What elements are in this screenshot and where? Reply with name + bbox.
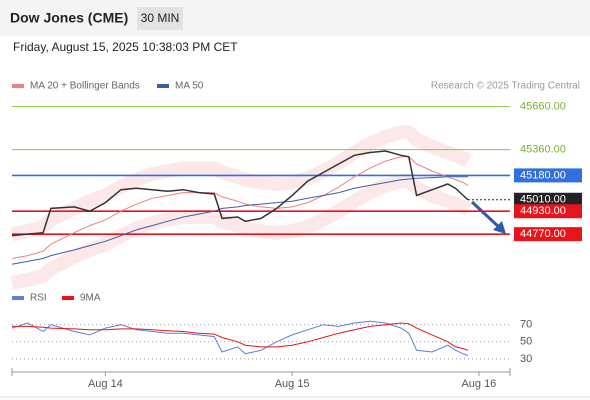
x-tick-label: Aug 14 — [88, 378, 123, 390]
y-tick-label: 50 — [520, 336, 532, 348]
legend-label: 9MA — [80, 293, 101, 304]
price-line — [11, 150, 469, 237]
y-tick-label: 30 — [520, 353, 532, 365]
level-label: 45660.00 — [520, 101, 566, 113]
level-label: 45010.00 — [520, 194, 566, 206]
legend-swatch — [12, 296, 24, 300]
legend-label: RSI — [30, 293, 47, 304]
ma20-line — [11, 156, 469, 259]
legend-swatch — [62, 296, 74, 300]
bollinger-band — [10, 174, 472, 290]
datetime: Friday, August 15, 2025 10:38:03 PM CET — [13, 40, 238, 54]
level-label-box — [514, 168, 582, 183]
forecast-arrowhead — [493, 221, 506, 234]
bollinger-band — [10, 125, 472, 241]
level-label: 45180.00 — [520, 169, 566, 181]
level-label: 45360.00 — [520, 144, 566, 156]
level-label-box — [514, 204, 582, 219]
forecast-arrow — [470, 200, 502, 230]
credit: Research © 2025 Trading Central — [431, 81, 580, 92]
legend-label: MA 50 — [175, 81, 204, 92]
level-label: 44770.00 — [520, 228, 566, 240]
level-label-box — [514, 192, 582, 207]
y-tick-label: 70 — [520, 319, 532, 331]
rsi-line — [11, 320, 469, 356]
timeframe-box — [137, 7, 183, 30]
header-bar — [0, 0, 590, 36]
x-tick-label: Aug 16 — [461, 378, 496, 390]
ma9-line — [12, 322, 469, 351]
legend-label: MA 20 + Bollinger Bands — [30, 81, 140, 92]
legend-swatch — [12, 84, 24, 88]
x-tick-label: Aug 15 — [275, 378, 310, 390]
title: Dow Jones (CME) — [10, 10, 128, 26]
level-label: 44930.00 — [520, 205, 566, 217]
timeframe: 30 MIN — [141, 11, 180, 25]
level-label-box — [514, 227, 582, 242]
legend-swatch — [157, 84, 169, 88]
